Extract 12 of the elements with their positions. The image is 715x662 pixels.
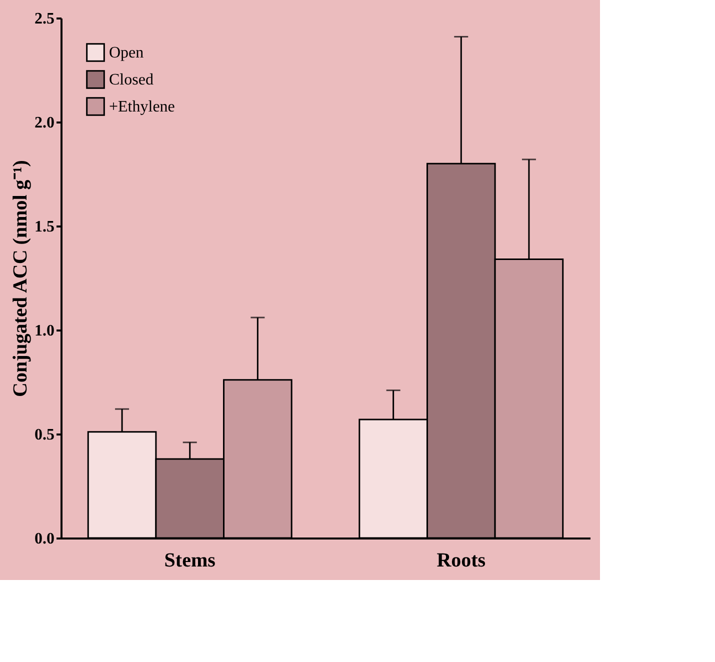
legend-label: Open — [109, 44, 144, 62]
legend-label: Closed — [109, 72, 154, 88]
y-tick-label: 1.5 — [34, 218, 54, 236]
y-tick-label: 2.0 — [34, 114, 54, 132]
y-tick-label: 2.5 — [34, 10, 54, 28]
y-tick-label: 0.5 — [34, 426, 54, 444]
y-axis-title: Conjugated ACC (nmol g⁻¹) — [10, 160, 32, 397]
y-tick-label: 0.0 — [34, 530, 54, 548]
legend-label: +Ethylene — [109, 98, 175, 116]
x-tick-label: Roots — [436, 550, 486, 572]
y-tick-label: 1.0 — [34, 322, 54, 340]
x-tick-label: Stems — [164, 550, 216, 572]
